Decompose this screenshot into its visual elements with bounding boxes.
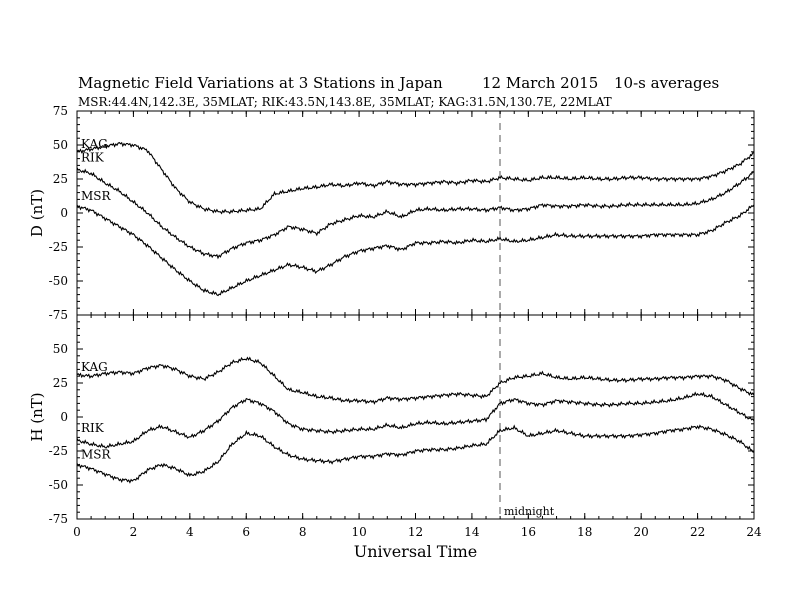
h-ytick-label: -25 (49, 444, 68, 458)
h-ytick-label: -50 (49, 478, 68, 492)
h-ytick-label: -75 (49, 512, 68, 526)
d-axis-label: D (nT) (28, 189, 46, 237)
d-series-rik (76, 167, 755, 260)
d-ytick-label: 50 (53, 138, 68, 152)
xtick-label: 0 (73, 525, 81, 539)
h-series-msr (76, 424, 755, 484)
h-ytick-label: 50 (53, 342, 68, 356)
station-coordinates: MSR:44.4N,142.3E, 35MLAT; RIK:43.5N,143.… (78, 95, 612, 109)
h-ytick-label: 25 (53, 376, 68, 390)
h-series-label-msr: MSR (81, 448, 112, 462)
xtick-label: 20 (634, 525, 649, 539)
d-ytick-label: 75 (53, 104, 68, 118)
d-series-label-rik: RIK (81, 150, 105, 164)
d-series-label-kag: KAG (81, 137, 108, 151)
xtick-label: 24 (746, 525, 762, 539)
d-panel-frame (76, 110, 755, 316)
h-ytick-label: 0 (60, 410, 68, 424)
d-ytick-label: -25 (49, 240, 68, 254)
d-series-msr (76, 204, 755, 297)
xtick-label: 12 (408, 525, 423, 539)
h-series-kag (76, 356, 755, 405)
xtick-label: 4 (186, 525, 194, 539)
chart-date: 12 March 2015 (482, 74, 598, 92)
xtick-label: 8 (299, 525, 307, 539)
h-panel-frame (76, 314, 755, 520)
xtick-label: 18 (577, 525, 592, 539)
d-ytick-label: 0 (60, 206, 68, 220)
xtick-label: 2 (130, 525, 138, 539)
xtick-label: 6 (242, 525, 250, 539)
x-axis-label: Universal Time (354, 542, 477, 561)
h-series-label-rik: RIK (81, 421, 105, 435)
chart-averaging: 10-s averages (614, 74, 719, 92)
d-ytick-label: 25 (53, 172, 68, 186)
xtick-label: 16 (521, 525, 536, 539)
xtick-label: 22 (690, 525, 705, 539)
d-series-kag (76, 141, 755, 215)
h-series-label-kag: KAG (81, 360, 108, 374)
d-ytick-label: -75 (49, 308, 68, 322)
chart-title: Magnetic Field Variations at 3 Stations … (78, 74, 443, 92)
midnight-label: midnight (504, 505, 555, 518)
d-series-label-msr: MSR (81, 189, 112, 203)
h-axis-label: H (nT) (28, 392, 46, 441)
h-series-rik (76, 391, 755, 449)
xtick-label: 14 (464, 525, 480, 539)
d-ytick-label: -50 (49, 274, 68, 288)
xtick-label: 10 (351, 525, 366, 539)
